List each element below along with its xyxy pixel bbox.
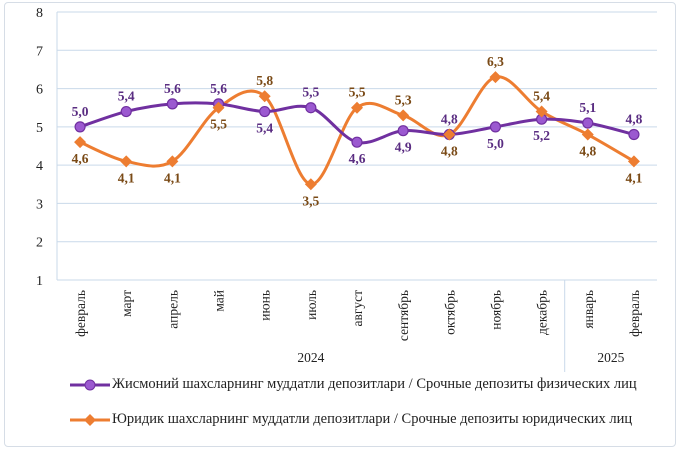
data-label-legal: 4,8 (579, 144, 596, 159)
y-tick-label: 1 (36, 274, 43, 289)
legend-label-legal: Юридик шахсларнинг муддатли депозитлари … (112, 411, 633, 427)
x-tick-label: февраль (73, 290, 88, 337)
x-tick-label: июнь (258, 290, 273, 321)
x-tick-label: март (119, 290, 134, 317)
legend-item-legal: Юридик шахсларнинг муддатли депозитлари … (70, 411, 632, 428)
legend-item-physical: Жисмоний шахсларнинг муддатли депозитлар… (70, 376, 637, 393)
data-label-physical: 4,8 (625, 112, 642, 127)
x-tick-label: сентябрь (396, 290, 411, 341)
x-tick-label: декабрь (535, 290, 550, 335)
data-point-physical (489, 121, 502, 133)
data-label-legal: 4,8 (441, 144, 458, 159)
data-point-legal (74, 136, 87, 149)
x-tick-label: октябрь (442, 290, 457, 335)
y-tick-label: 2 (36, 236, 43, 251)
data-point-physical (166, 98, 178, 110)
data-point-legal (304, 178, 317, 191)
year-label: 2024 (297, 350, 324, 365)
data-label-legal: 4,1 (118, 170, 135, 185)
x-tick-label: май (212, 290, 227, 312)
data-point-physical (120, 105, 132, 118)
data-label-legal: 4,1 (625, 170, 642, 185)
data-point-legal (212, 101, 225, 114)
data-label-legal: 3,5 (302, 193, 319, 208)
data-point-legal (535, 105, 548, 118)
data-label-physical: 5,5 (302, 85, 319, 100)
legend-diamond-marker-icon (70, 413, 110, 426)
data-point-legal (120, 155, 133, 168)
data-point-physical (305, 102, 317, 114)
data-point-physical (74, 121, 86, 133)
year-label: 2025 (597, 350, 624, 365)
data-point-physical (628, 128, 640, 141)
y-tick-label: 7 (36, 44, 43, 59)
data-label-legal: 5,8 (256, 73, 273, 88)
data-point-physical (397, 125, 409, 137)
data-point-legal (397, 109, 410, 122)
data-label-physical: 5,6 (164, 81, 181, 96)
data-label-physical: 5,6 (210, 81, 227, 96)
data-label-physical: 5,1 (579, 100, 596, 115)
data-label-legal: 6,3 (487, 54, 504, 69)
x-tick-label: июль (304, 290, 319, 320)
data-label-legal: 5,4 (533, 89, 550, 104)
data-label-legal: 4,6 (72, 151, 89, 166)
x-tick-label: апрель (165, 290, 180, 329)
data-label-physical: 5,0 (72, 104, 89, 119)
data-label-legal: 5,5 (210, 117, 227, 132)
legend-circle-marker-icon (70, 379, 110, 390)
y-tick-label: 4 (36, 159, 43, 174)
data-point-physical (351, 136, 363, 148)
data-label-legal: 4,1 (164, 170, 181, 185)
x-tick-label: январь (581, 290, 596, 329)
data-point-physical (582, 117, 594, 129)
data-label-physical: 5,0 (487, 136, 504, 151)
x-tick-label: ноябрь (488, 290, 503, 330)
data-point-legal (351, 101, 363, 114)
y-tick-label: 3 (36, 197, 43, 212)
x-tick-label: август (350, 290, 365, 327)
data-point-legal (489, 71, 502, 84)
data-label-physical: 5,4 (256, 121, 273, 136)
y-tick-label: 6 (36, 83, 43, 98)
y-tick-label: 8 (36, 6, 43, 21)
data-label-physical: 4,8 (441, 112, 458, 127)
data-point-legal (443, 128, 456, 141)
data-point-physical (259, 105, 271, 118)
data-label-physical: 4,9 (395, 140, 412, 155)
data-label-physical: 5,2 (533, 128, 550, 143)
data-label-legal: 5,3 (395, 92, 412, 107)
legend-label-physical: Жисмоний шахсларнинг муддатли депозитлар… (112, 376, 637, 392)
chart-frame (4, 2, 676, 447)
data-point-legal (627, 155, 640, 168)
data-label-physical: 5,4 (118, 89, 135, 104)
data-label-physical: 4,6 (349, 151, 366, 166)
y-tick-label: 5 (36, 121, 43, 136)
x-tick-label: февраль (627, 290, 642, 337)
data-label-legal: 5,5 (349, 85, 366, 100)
data-point-legal (581, 128, 594, 141)
data-point-legal (258, 90, 271, 103)
data-point-legal (166, 155, 179, 168)
